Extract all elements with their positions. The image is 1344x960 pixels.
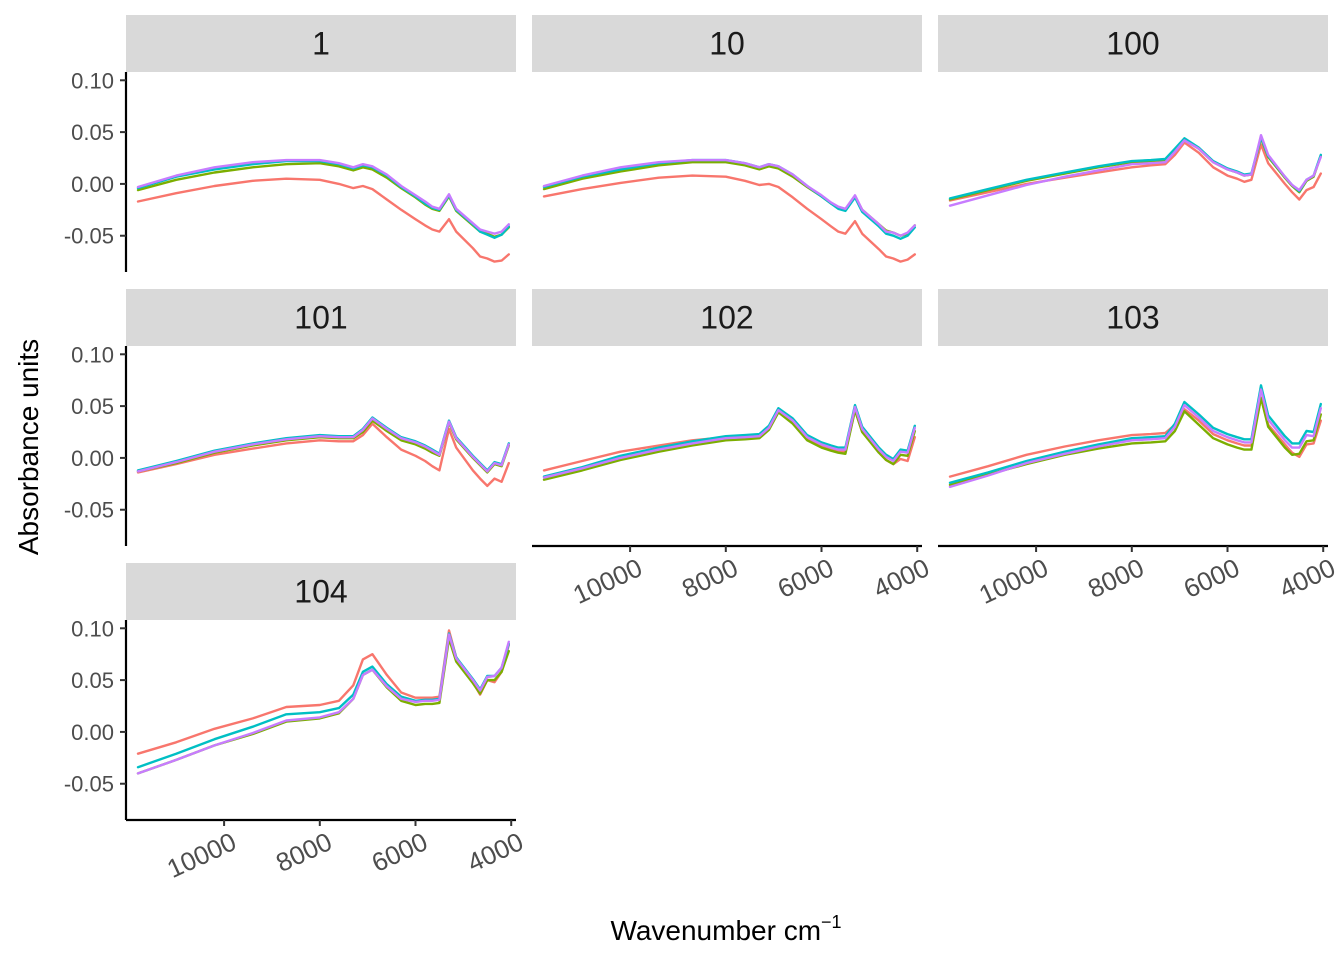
x-tick-label: 10000 <box>974 552 1052 610</box>
series-line <box>136 158 510 235</box>
facet-strip-label: 1 <box>312 26 330 62</box>
x-tick-label: 6000 <box>773 552 838 604</box>
facet-strip <box>532 289 922 346</box>
y-tick-label: 0.05 <box>71 668 114 693</box>
facet-strip-label: 10 <box>709 26 745 62</box>
series-line <box>136 416 510 472</box>
y-tick-label: -0.05 <box>64 772 114 797</box>
facet-strip-label: 102 <box>700 300 753 336</box>
facet-panel: 100 <box>938 15 1328 207</box>
x-tick-label: 10000 <box>162 826 240 884</box>
facet-strip-label: 103 <box>1106 300 1159 336</box>
x-axis-title-superscript: −1 <box>821 912 842 932</box>
series-line <box>136 633 510 775</box>
x-tick-label: 8000 <box>1083 552 1148 604</box>
x-tick-label: 8000 <box>271 826 336 878</box>
y-tick-label: 0.05 <box>71 120 114 145</box>
x-tick-label: 4000 <box>1275 552 1340 604</box>
facet-panel: 10 <box>532 15 922 263</box>
facet-panel: 104 0.10 0.05 0.00 -0.05 10000 8000 6000 4000 <box>64 563 528 884</box>
series-line <box>542 409 916 481</box>
series-line <box>542 158 916 237</box>
y-tick-label: 0.00 <box>71 446 114 471</box>
x-tick-label: 4000 <box>463 826 528 878</box>
facet-panel: 101 0.10 0.05 0.00 -0.05 <box>64 289 516 546</box>
y-tick-label: 0.05 <box>71 394 114 419</box>
facet-strip <box>938 289 1328 346</box>
facet-panel: 1 0.10 0.05 0.00 -0.05 <box>64 15 516 272</box>
facet-panel: 103 10000 8000 6000 4000 <box>938 289 1340 610</box>
facet-panel: 102 10000 8000 6000 4000 <box>532 289 934 610</box>
series-line <box>948 396 1322 478</box>
facet-panels: 1 0.10 0.05 0.00 -0.05 10 100 101 0.10 0.05 0.00 -0… <box>64 15 1340 884</box>
y-tick-label: 0.10 <box>71 68 114 93</box>
x-tick-label: 10000 <box>568 552 646 610</box>
x-axis-title: Wavenumber cm−1 <box>610 912 841 946</box>
series-line <box>948 134 1322 207</box>
facet-strip-label: 100 <box>1106 26 1159 62</box>
facet-strip <box>126 15 516 72</box>
series-line <box>542 174 916 263</box>
facet-strip <box>126 289 516 346</box>
y-tick-label: 0.00 <box>71 172 114 197</box>
y-tick-label: 0.10 <box>71 616 114 641</box>
x-tick-label: 4000 <box>869 552 934 604</box>
x-tick-label: 6000 <box>367 826 432 878</box>
y-tick-label: 0.10 <box>71 342 114 367</box>
facet-strip <box>126 563 516 620</box>
x-axis-title-main: Wavenumber cm <box>610 915 821 946</box>
facet-strip-label: 104 <box>294 574 347 610</box>
series-line <box>542 405 916 479</box>
series-line <box>948 388 1322 489</box>
series-line <box>136 417 510 473</box>
facet-strip <box>532 15 922 72</box>
y-tick-label: -0.05 <box>64 224 114 249</box>
series-line <box>136 422 510 488</box>
facet-strip-label: 101 <box>294 300 347 336</box>
y-tick-label: -0.05 <box>64 498 114 523</box>
y-axis-title: Absorbance units <box>13 339 44 555</box>
series-line <box>948 384 1322 484</box>
series-line <box>948 141 1322 202</box>
series-line <box>542 403 916 478</box>
series-line <box>136 177 510 263</box>
facet-strip <box>938 15 1328 72</box>
x-tick-label: 6000 <box>1179 552 1244 604</box>
series-line <box>948 396 1322 487</box>
y-tick-label: 0.00 <box>71 720 114 745</box>
x-tick-label: 8000 <box>677 552 742 604</box>
